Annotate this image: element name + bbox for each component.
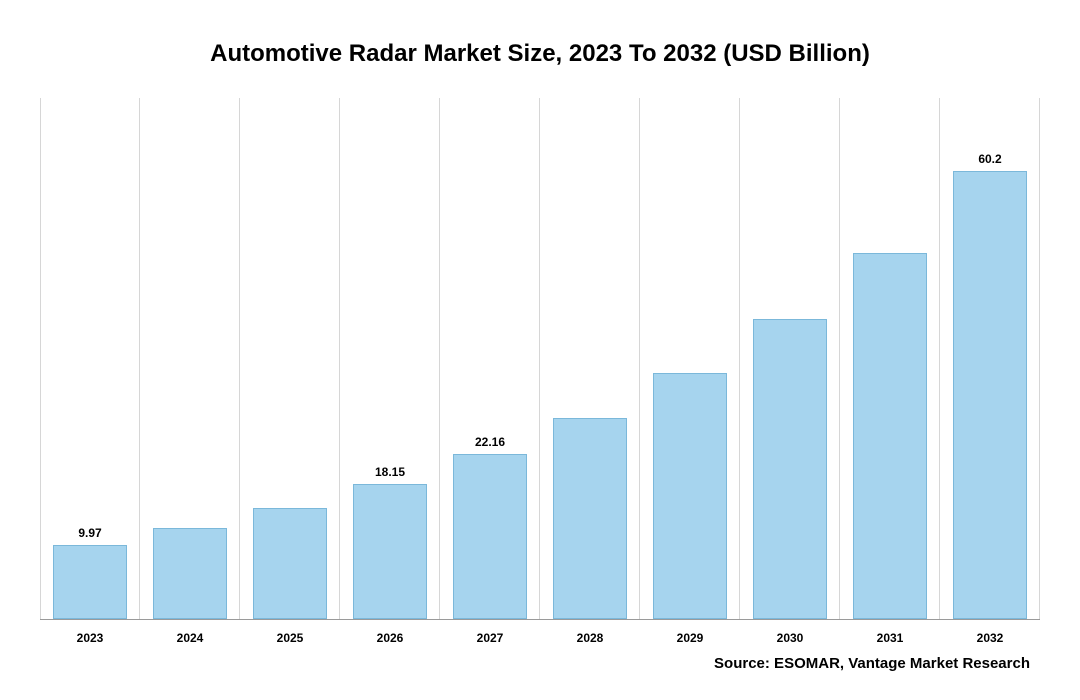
x-tick-label: 2027 (440, 631, 540, 645)
x-tick-label: 2025 (240, 631, 340, 645)
bar-slot (140, 98, 240, 619)
source-attribution: Source: ESOMAR, Vantage Market Research (714, 655, 1030, 672)
bar-slot (240, 98, 340, 619)
bar-slot: 60.2 (940, 98, 1040, 619)
grid-vertical-line (1039, 98, 1040, 619)
bar (253, 508, 327, 619)
plot-region: 9.97 18.15 22.16 60.2 (40, 98, 1040, 620)
bar-slot: 9.97 (40, 98, 140, 619)
bar (153, 528, 227, 619)
bar-slot (640, 98, 740, 619)
bar: 9.97 (53, 545, 127, 619)
x-tick-label: 2031 (840, 631, 940, 645)
x-tick-label: 2029 (640, 631, 740, 645)
bar (553, 418, 627, 619)
bar-slot (840, 98, 940, 619)
bars-container: 9.97 18.15 22.16 60.2 (40, 98, 1040, 619)
bar (853, 253, 927, 619)
x-tick-label: 2024 (140, 631, 240, 645)
bar: 18.15 (353, 484, 427, 619)
bar: 60.2 (953, 171, 1027, 619)
x-tick-label: 2023 (40, 631, 140, 645)
bar-slot: 22.16 (440, 98, 540, 619)
bar-value-label: 18.15 (375, 465, 405, 479)
bar-value-label: 9.97 (78, 526, 101, 540)
bar-value-label: 22.16 (475, 435, 505, 449)
bar-value-label: 60.2 (978, 152, 1001, 166)
chart-title: Automotive Radar Market Size, 2023 To 20… (30, 40, 1050, 68)
x-tick-label: 2028 (540, 631, 640, 645)
bar-slot (540, 98, 640, 619)
x-axis-labels: 2023202420252026202720282029203020312032 (40, 631, 1040, 645)
x-tick-label: 2032 (940, 631, 1040, 645)
bar-slot: 18.15 (340, 98, 440, 619)
chart-area: 9.9718.1522.1660.2 202320242025202620272… (40, 98, 1040, 680)
x-tick-label: 2026 (340, 631, 440, 645)
x-tick-label: 2030 (740, 631, 840, 645)
bar-slot (740, 98, 840, 619)
bar (653, 373, 727, 619)
bar: 22.16 (453, 454, 527, 619)
bar (753, 319, 827, 619)
